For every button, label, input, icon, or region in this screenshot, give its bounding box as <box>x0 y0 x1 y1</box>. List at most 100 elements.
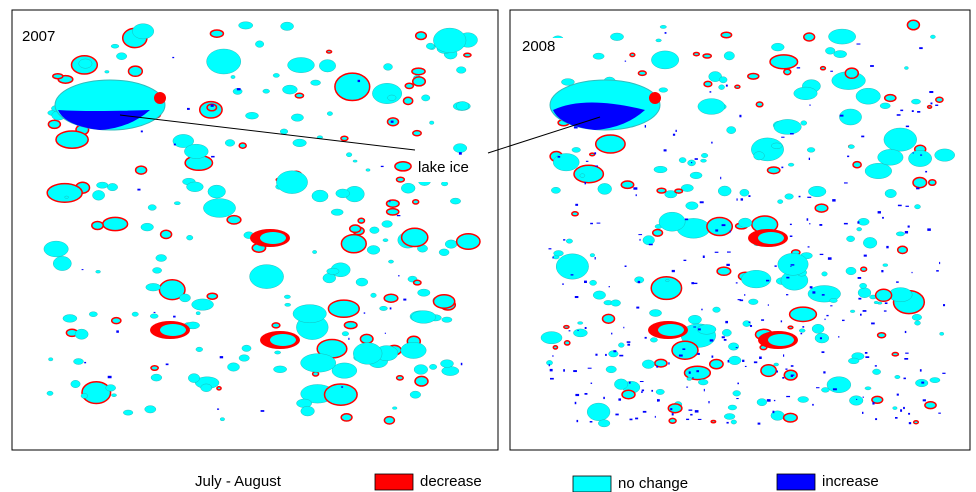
speck <box>686 418 690 421</box>
lake <box>453 143 467 153</box>
speck <box>384 332 386 334</box>
lake <box>300 406 315 417</box>
lake <box>849 395 864 406</box>
lake <box>238 354 250 362</box>
speck <box>864 352 868 354</box>
speck <box>711 141 713 144</box>
speck <box>896 281 899 283</box>
speck <box>827 257 832 260</box>
speck <box>736 198 738 201</box>
lake <box>864 163 892 179</box>
speck <box>348 337 350 340</box>
lake <box>255 40 265 48</box>
lake <box>334 72 371 102</box>
lake <box>856 227 862 232</box>
speck <box>729 230 731 233</box>
lake <box>787 325 794 330</box>
lake <box>209 29 225 38</box>
speck <box>552 355 554 357</box>
lake <box>573 164 605 184</box>
lake <box>891 351 900 357</box>
speck <box>357 79 361 83</box>
lake <box>811 323 825 334</box>
lake <box>912 419 920 425</box>
lake <box>651 50 679 70</box>
speck <box>830 70 833 72</box>
lake <box>186 235 194 241</box>
lake <box>327 299 360 319</box>
speck <box>723 339 727 341</box>
speck <box>773 399 776 402</box>
speck <box>627 343 631 346</box>
speck <box>821 294 825 296</box>
lake <box>855 87 881 105</box>
panel-frame <box>509 9 971 451</box>
speck <box>895 417 898 419</box>
lake <box>441 316 453 323</box>
speck <box>686 386 689 388</box>
lake <box>400 342 427 359</box>
speck <box>721 224 726 227</box>
speck <box>672 133 676 136</box>
legend-swatch <box>572 475 612 492</box>
speck <box>766 279 770 282</box>
speck <box>922 399 926 402</box>
lake <box>294 92 305 99</box>
speck <box>862 310 867 312</box>
lake <box>383 293 399 303</box>
speck <box>786 276 790 279</box>
lake <box>702 53 713 59</box>
speck <box>396 215 401 217</box>
lake <box>123 409 134 416</box>
lake <box>758 232 784 244</box>
lake <box>95 270 101 274</box>
lake <box>186 181 204 192</box>
lake <box>280 21 294 31</box>
speck <box>796 67 801 69</box>
speck <box>790 133 794 135</box>
speck <box>172 56 175 59</box>
speck <box>856 398 858 400</box>
lake <box>140 223 154 232</box>
speck <box>819 337 823 340</box>
lake <box>411 67 426 76</box>
lake <box>341 331 349 337</box>
lake <box>326 267 340 275</box>
speck <box>905 352 909 354</box>
lake <box>147 204 157 211</box>
speck <box>635 194 637 197</box>
lake <box>864 386 872 391</box>
lake <box>686 377 692 381</box>
lake-map <box>43 19 955 428</box>
lake <box>701 153 709 158</box>
lake <box>249 264 284 289</box>
lake <box>238 142 247 149</box>
lake <box>593 290 606 300</box>
lake <box>111 393 117 397</box>
lake <box>788 306 818 323</box>
lake <box>753 151 765 161</box>
speck <box>708 401 710 404</box>
speck <box>819 224 823 226</box>
speck <box>629 418 633 421</box>
speck <box>847 155 850 158</box>
lake <box>658 87 668 93</box>
speck <box>562 283 564 285</box>
lake <box>412 279 422 286</box>
speck <box>908 412 911 415</box>
label-background <box>414 156 488 182</box>
speck <box>605 353 607 356</box>
speck <box>563 239 566 241</box>
speck <box>594 152 597 155</box>
speck <box>584 182 587 185</box>
lake <box>685 201 699 210</box>
speck <box>219 356 224 359</box>
lake <box>395 176 406 183</box>
speck <box>739 114 742 118</box>
lake <box>421 94 431 102</box>
lake <box>367 245 381 255</box>
speck <box>936 270 939 272</box>
lake <box>383 63 393 71</box>
speck <box>807 246 810 248</box>
